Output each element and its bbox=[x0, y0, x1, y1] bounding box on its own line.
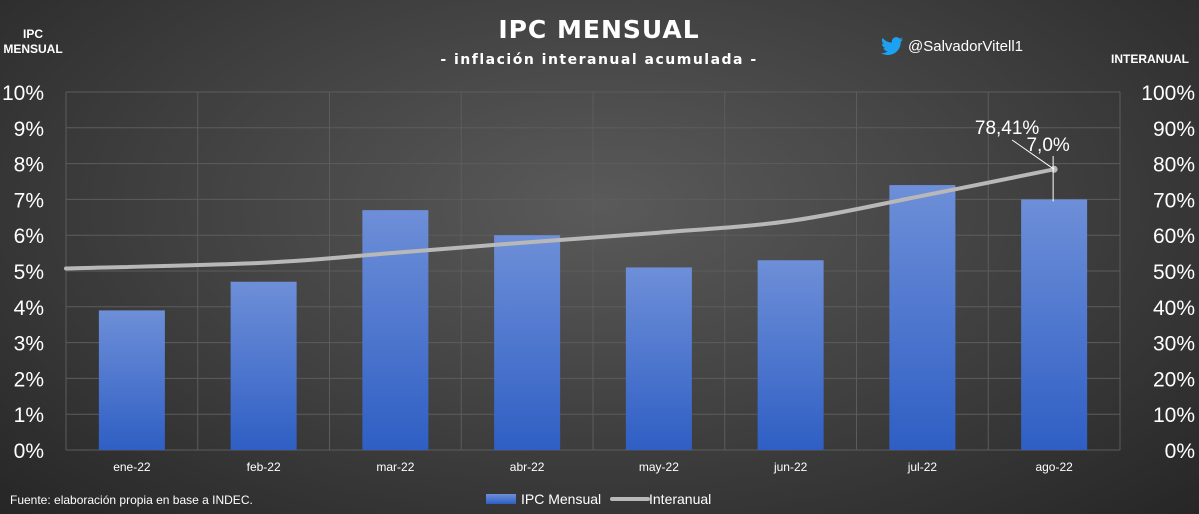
category-label: abr-22 bbox=[510, 460, 545, 474]
bar-jul-22 bbox=[889, 185, 956, 450]
left-tick-label: 7% bbox=[14, 189, 44, 212]
line-interanual bbox=[64, 167, 1057, 271]
legend-label-interanual: Interanual bbox=[649, 491, 711, 507]
bar-mar-22 bbox=[362, 210, 429, 450]
category-label: ago-22 bbox=[1035, 460, 1073, 474]
right-tick-label: 80% bbox=[1153, 154, 1195, 177]
right-tick-label: 100% bbox=[1141, 82, 1195, 105]
bar-ene-22 bbox=[98, 310, 165, 450]
right-tick-label: 0% bbox=[1165, 440, 1195, 463]
left-tick-label: 2% bbox=[14, 368, 44, 391]
gridlines bbox=[65, 91, 1121, 451]
twitter-credit[interactable]: @SalvadorVitell1 bbox=[881, 37, 1023, 56]
right-tick-label: 50% bbox=[1153, 261, 1195, 284]
category-label: may-22 bbox=[639, 460, 679, 474]
right-tick-label: 70% bbox=[1153, 189, 1195, 212]
twitter-handle: @SalvadorVitell1 bbox=[908, 38, 1023, 55]
legend: IPC Mensual Interanual bbox=[486, 491, 711, 507]
category-labels: ene-22 feb-22 mar-22 abr-22 may-22 jun-22 jul-… bbox=[113, 460, 1073, 474]
bar-jun-22 bbox=[757, 260, 824, 450]
annotation-interanual-value: 78,41% bbox=[975, 118, 1040, 139]
right-axis-ticks: 0% 10% 20% 30% 40% 50% 60% 70% 80% 90% 100% bbox=[1141, 82, 1195, 463]
right-tick-label: 30% bbox=[1153, 333, 1195, 356]
legend-bar-swatch bbox=[486, 494, 516, 504]
bar-ago-22 bbox=[1021, 199, 1088, 450]
chart-title: IPC MENSUAL bbox=[498, 15, 699, 44]
annotation-leader-interanual bbox=[1011, 139, 1055, 170]
left-tick-label: 3% bbox=[14, 333, 44, 356]
bar-feb-22 bbox=[230, 281, 297, 450]
right-tick-label: 20% bbox=[1153, 368, 1195, 391]
left-tick-label: 9% bbox=[14, 118, 44, 141]
left-axis-title-line1: IPC bbox=[23, 27, 43, 41]
twitter-bird-icon bbox=[881, 37, 904, 56]
right-tick-label: 90% bbox=[1153, 118, 1195, 141]
left-tick-label: 1% bbox=[14, 404, 44, 427]
category-label: feb-22 bbox=[247, 460, 281, 474]
left-tick-label: 10% bbox=[2, 82, 44, 105]
right-tick-label: 10% bbox=[1153, 404, 1195, 427]
right-tick-label: 40% bbox=[1153, 297, 1195, 320]
left-axis-title-line2: MENSUAL bbox=[3, 42, 62, 56]
left-axis-ticks: 0% 1% 2% 3% 4% 5% 6% 7% 8% 9% 10% bbox=[2, 82, 44, 463]
category-label: ene-22 bbox=[113, 460, 151, 474]
source-note: Fuente: elaboración propia en base a IND… bbox=[10, 493, 253, 507]
category-label: mar-22 bbox=[376, 460, 414, 474]
bar-may-22 bbox=[625, 267, 692, 450]
annotations: 78,41%7,0% bbox=[975, 118, 1070, 202]
right-axis-title: INTERANUAL bbox=[1111, 52, 1189, 66]
left-tick-label: 0% bbox=[14, 440, 44, 463]
bar-series bbox=[98, 185, 1088, 450]
left-tick-label: 6% bbox=[14, 225, 44, 248]
bar-abr-22 bbox=[494, 235, 561, 450]
category-label: jun-22 bbox=[773, 460, 808, 474]
chart-subtitle: - inflación interanual acumulada - bbox=[440, 52, 757, 68]
left-tick-label: 8% bbox=[14, 154, 44, 177]
legend-label-ipc: IPC Mensual bbox=[521, 491, 601, 507]
right-tick-label: 60% bbox=[1153, 225, 1195, 248]
category-label: jul-22 bbox=[907, 460, 938, 474]
annotation-ipc-value: 7,0% bbox=[1026, 135, 1069, 156]
left-tick-label: 5% bbox=[14, 261, 44, 284]
left-tick-label: 4% bbox=[14, 297, 44, 320]
